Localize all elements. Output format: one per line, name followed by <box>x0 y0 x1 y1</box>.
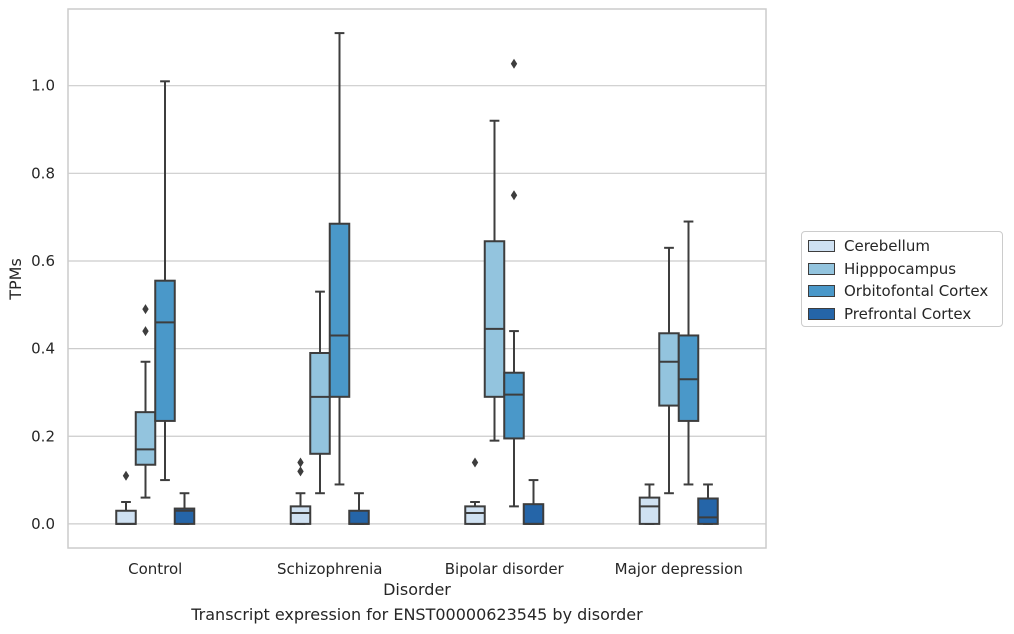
outlier-point <box>142 326 149 337</box>
box-body <box>522 503 545 525</box>
box-body <box>464 505 486 525</box>
outlier-point <box>510 58 518 69</box>
box-body <box>289 505 312 525</box>
legend-label-cerebellum: Cerebellum <box>844 237 930 256</box>
legend-swatch-hippocampus <box>808 262 835 275</box>
x-tick-label-control: Control <box>128 560 182 578</box>
box-cerebellum-major-depression <box>638 483 661 525</box>
box-hipppocampus-schizophrenia <box>309 290 331 495</box>
y-axis-ticks: 0.0 0.2 0.4 0.6 0.8 1.0 <box>31 77 55 533</box>
chart-caption: Transcript expression for ENST0000062354… <box>191 605 643 624</box>
box-prefrontal-cortex-major-depression <box>697 483 719 525</box>
legend-label-hippocampus: Hipppocampus <box>844 259 957 278</box>
legend-swatch-orbitofrontal-cortex <box>808 285 835 298</box>
box-cerebellum-schizophrenia <box>289 457 312 525</box>
box-cerebellum-bipolar-disorder <box>464 457 486 525</box>
legend-item-hippocampus: Hipppocampus <box>808 258 1002 281</box>
legend-label-prefrontal-cortex: Prefrontal Cortex <box>844 304 972 323</box>
box-prefrontal-cortex-control <box>173 492 196 525</box>
box-prefrontal-cortex-schizophrenia <box>348 492 370 525</box>
legend-item-prefrontal-cortex: Prefrontal Cortex <box>808 303 1002 326</box>
legend-label-orbitofrontal-cortex: Orbitofontal Cortex <box>844 282 989 301</box>
box-body <box>503 371 525 440</box>
box-body <box>697 497 719 525</box>
y-axis-label: TPMs <box>6 258 25 301</box>
box-body <box>483 240 506 398</box>
box-orbitofontal-cortex-major-depression <box>677 220 700 486</box>
x-axis-ticks: Control Schizophrenia Bipolar disorder Majo… <box>128 560 743 578</box>
box-body <box>328 222 351 398</box>
x-axis-label: Disorder <box>383 580 451 599</box>
x-tick-label-schizophrenia: Schizophrenia <box>277 560 382 578</box>
box-orbitofontal-cortex-control <box>154 80 176 482</box>
box-body <box>173 507 196 525</box>
box-orbitofontal-cortex-bipolar-disorder <box>503 58 525 508</box>
box-cerebellum-control <box>115 470 137 525</box>
y-tick-label: 0.0 <box>31 515 55 533</box>
box-body <box>309 351 331 455</box>
plot-area <box>67 8 767 549</box>
outlier-point <box>297 466 304 477</box>
x-tick-label-bipolar-disorder: Bipolar disorder <box>445 560 565 578</box>
y-tick-label: 0.4 <box>31 340 55 358</box>
box-body <box>658 332 680 407</box>
box-body <box>115 509 137 525</box>
box-body <box>638 496 661 525</box>
x-tick-label-major-depression: Major depression <box>615 560 743 578</box>
outlier-point <box>510 190 518 201</box>
outlier-point <box>142 304 149 315</box>
box-body <box>348 509 370 525</box>
outlier-point <box>471 457 479 468</box>
box-hipppocampus-bipolar-disorder <box>483 119 506 442</box>
outlier-point <box>297 457 304 468</box>
legend-swatch-prefrontal-cortex <box>808 307 835 320</box>
legend-item-cerebellum: Cerebellum <box>808 235 1002 258</box>
box-body <box>134 411 157 466</box>
legend-swatch-cerebellum <box>808 240 835 253</box>
y-tick-label: 1.0 <box>31 77 55 95</box>
legend-item-orbitofrontal-cortex: Orbitofontal Cortex <box>808 280 1002 303</box>
y-tick-label: 0.8 <box>31 164 55 182</box>
box-body <box>677 334 700 422</box>
box-hipppocampus-major-depression <box>658 246 680 495</box>
box-orbitofontal-cortex-schizophrenia <box>328 32 351 486</box>
y-tick-label: 0.6 <box>31 252 55 270</box>
box-prefrontal-cortex-bipolar-disorder <box>522 479 545 525</box>
boxes <box>115 32 719 525</box>
box-hipppocampus-control <box>134 304 157 499</box>
outlier-point <box>122 470 130 481</box>
y-tick-label: 0.2 <box>31 427 55 445</box>
box-body <box>154 279 176 422</box>
legend: Cerebellum Hipppocampus Orbitofontal Cor… <box>801 231 1003 327</box>
